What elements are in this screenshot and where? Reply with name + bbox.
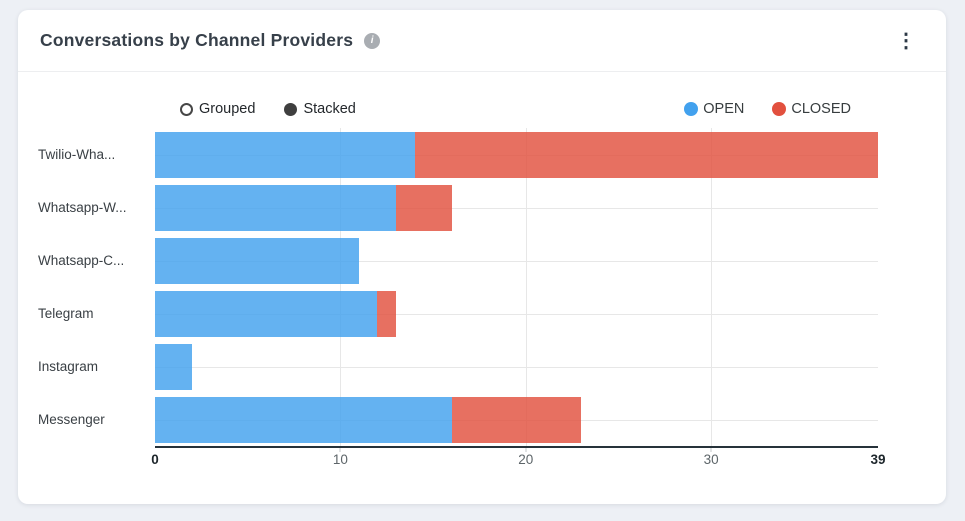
x-tick-label: 10 — [332, 452, 348, 467]
legend-marker-icon — [772, 102, 787, 116]
mode-option-label: Stacked — [303, 101, 356, 117]
bar-segment-open[interactable] — [155, 396, 452, 443]
horizontal-gridline — [155, 260, 878, 262]
grid-overlay — [155, 128, 878, 446]
card-title: Conversations by Channel Providers — [40, 30, 354, 50]
y-axis-label: Whatsapp-C... — [38, 253, 125, 268]
vertical-gridline — [525, 128, 527, 446]
bar-track — [155, 393, 878, 446]
bar-row: Whatsapp-W... — [38, 181, 878, 234]
x-tick-label: 39 — [870, 452, 886, 467]
bar-segment-open[interactable] — [155, 131, 415, 178]
vertical-gridline — [340, 128, 342, 446]
bar-track — [155, 234, 878, 287]
mode-option[interactable]: Grouped — [180, 101, 255, 117]
title-wrap: Conversations by Channel Providers i — [40, 30, 381, 51]
bar-track — [155, 340, 878, 393]
x-tick-mark — [339, 448, 341, 452]
bar-row: Twilio-Wha... — [38, 128, 878, 181]
x-tick-mark — [710, 448, 712, 452]
horizontal-gridline — [155, 207, 878, 209]
legend-item[interactable]: OPEN — [684, 101, 744, 117]
bar-row: Instagram — [38, 340, 878, 393]
legend-item-label: CLOSED — [791, 101, 851, 117]
info-icon[interactable]: i — [364, 32, 381, 49]
x-axis-line — [155, 446, 878, 448]
bar-segment-open[interactable] — [155, 343, 193, 390]
bar-track — [155, 287, 878, 340]
bar-segment-closed[interactable] — [414, 131, 878, 178]
bar-row: Telegram — [38, 287, 878, 340]
chart-area: Grouped Stacked OPEN — [18, 72, 946, 504]
bar-row: Whatsapp-C... — [38, 234, 878, 287]
bar-segment-closed[interactable] — [396, 184, 452, 231]
plot-rows: Twilio-Wha... Whatsapp-W... Whatsapp-C... T… — [38, 128, 878, 446]
chart-legend: OPEN CLOSED — [684, 101, 851, 117]
plot: Twilio-Wha... Whatsapp-W... Whatsapp-C... T… — [38, 128, 886, 480]
bar-segment-closed[interactable] — [451, 396, 582, 443]
horizontal-gridline — [155, 313, 878, 315]
legend-item[interactable]: CLOSED — [772, 101, 851, 117]
y-axis-label: Whatsapp-W... — [38, 200, 127, 215]
x-tick-label: 30 — [703, 452, 719, 467]
bar-segment-open[interactable] — [155, 290, 378, 337]
controls-row: Grouped Stacked OPEN — [18, 98, 946, 120]
y-axis-label: Twilio-Wha... — [38, 147, 116, 162]
bar-segment-open[interactable] — [155, 237, 359, 284]
y-axis-label: Instagram — [38, 359, 99, 374]
x-axis-labels: 0 10 20 30 39 — [151, 448, 886, 476]
mode-option-label: Grouped — [199, 101, 256, 117]
x-tick-mark — [525, 448, 527, 452]
horizontal-gridline — [155, 366, 878, 368]
legend-marker-icon — [684, 102, 699, 116]
x-tick-label: 20 — [518, 452, 534, 467]
radio-icon — [284, 102, 298, 116]
bar-segment-open[interactable] — [155, 184, 396, 231]
mode-option[interactable]: Stacked — [284, 101, 356, 117]
radio-icon — [180, 102, 193, 116]
bar-row: Messenger — [38, 393, 878, 446]
bar-track — [155, 181, 878, 234]
y-axis-label: Messenger — [38, 412, 105, 427]
legend-item-label: OPEN — [703, 101, 745, 117]
vertical-gridline — [711, 128, 713, 446]
bar-segment-closed[interactable] — [377, 290, 396, 337]
bar-track — [155, 128, 878, 181]
chart-mode-toggle: Grouped Stacked — [180, 101, 356, 117]
kebab-menu-icon[interactable]: ⋮ — [896, 29, 916, 52]
conversations-card: Conversations by Channel Providers i ⋮ G… — [18, 10, 946, 504]
card-header: Conversations by Channel Providers i ⋮ — [18, 10, 946, 72]
y-axis-label: Telegram — [38, 306, 94, 321]
x-tick-label: 0 — [151, 452, 159, 467]
